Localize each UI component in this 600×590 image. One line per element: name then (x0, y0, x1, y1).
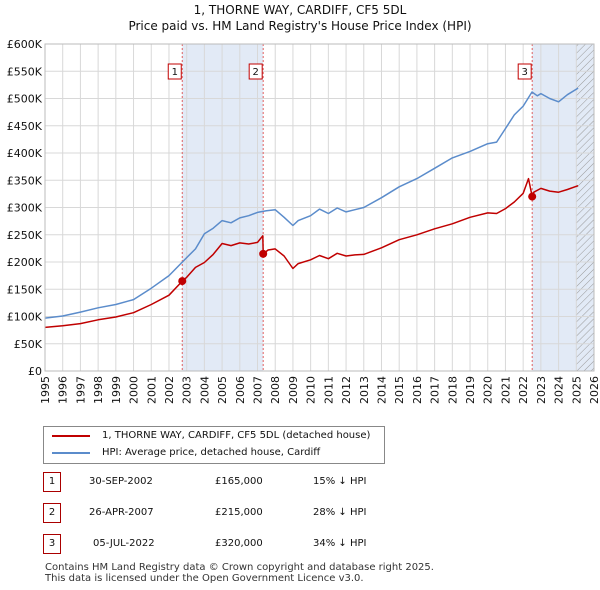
sale-date: 26-APR-2007 (89, 507, 154, 518)
x-tick-label: 2014 (375, 376, 388, 404)
sale-point-2 (259, 249, 268, 258)
y-tick-label: £0 (28, 365, 42, 378)
y-tick-label: £400K (7, 147, 43, 160)
x-tick-label: 2023 (535, 376, 548, 404)
sale-point-1 (178, 277, 187, 286)
x-tick-label: 2018 (446, 376, 459, 404)
price-chart: 1 2 3 £0 £50K £100K £150K £200K £250K £300K £350K £… (7, 38, 600, 404)
hpi-series-line (44, 87, 579, 319)
x-tick-label: 2024 (553, 376, 566, 404)
sale-hpi-diff: 28% ↓ HPI (313, 507, 367, 518)
x-tick-label: 2011 (322, 376, 335, 404)
x-tick-label: 2002 (163, 376, 176, 404)
sale-hpi-diff: 15% ↓ HPI (313, 476, 367, 487)
plot-frame (44, 43, 595, 372)
sale-price: £165,000 (215, 476, 263, 487)
x-tick-label: 2012 (340, 376, 353, 404)
y-tick-label: £600K (7, 38, 43, 51)
footer-licence: This data is licensed under the Open Gov… (45, 573, 364, 584)
x-tick-label: 2016 (411, 376, 424, 404)
sale-price: £320,000 (215, 538, 263, 549)
sale-label-1: 1 (172, 67, 178, 78)
sale-number-badge: 3 (43, 534, 61, 554)
chart-subtitle: Price paid vs. HM Land Registry's House … (128, 19, 472, 33)
x-tick-label: 1997 (74, 376, 87, 404)
x-tick-label: 2013 (358, 376, 371, 404)
y-tick-label: £150K (7, 283, 43, 296)
legend-swatch-property (52, 435, 90, 437)
x-tick-label: 2017 (429, 376, 442, 404)
sale-date: 30-SEP-2002 (89, 476, 153, 487)
chart-title: 1, THORNE WAY, CARDIFF, CF5 5DL (193, 3, 407, 17)
sale-hpi-diff: 34% ↓ HPI (313, 538, 367, 549)
sale-point-3 (528, 192, 537, 201)
x-tick-label: 2026 (588, 376, 600, 404)
sale-number-badge: 1 (43, 472, 61, 492)
y-tick-label: £250K (7, 229, 43, 242)
sale-label-box-3 (517, 63, 532, 80)
sale-label-3: 3 (522, 67, 528, 78)
footer: Contains HM Land Registry data © Crown c… (45, 562, 434, 584)
x-tick-label: 2000 (128, 376, 141, 404)
sale-label-2: 2 (252, 67, 258, 78)
y-tick-label: £50K (14, 338, 43, 351)
x-tick-label: 2025 (570, 376, 583, 404)
chart-legend: 1, THORNE WAY, CARDIFF, CF5 5DL (detache… (43, 426, 385, 464)
x-tick-label: 1996 (57, 376, 70, 404)
x-tick-label: 2007 (252, 376, 265, 404)
sale-date: 05-JUL-2022 (93, 538, 155, 549)
x-tick-label: 1995 (39, 376, 52, 404)
x-tick-label: 2006 (234, 376, 247, 404)
x-tick-label: 2021 (499, 376, 512, 404)
x-tick-label: 2009 (287, 376, 300, 404)
x-tick-label: 2003 (181, 376, 194, 404)
y-tick-label: £200K (7, 256, 43, 269)
y-tick-label: £350K (7, 174, 43, 187)
x-tick-label: 2022 (517, 376, 530, 404)
legend-label-property: 1, THORNE WAY, CARDIFF, CF5 5DL (detache… (102, 430, 371, 441)
x-tick-label: 2019 (464, 376, 477, 404)
x-tick-label: 1999 (110, 376, 123, 404)
x-tick-label: 2010 (305, 376, 318, 404)
x-tick-label: 2020 (482, 376, 495, 404)
y-tick-label: £550K (7, 65, 43, 78)
sale-price: £215,000 (215, 507, 263, 518)
footer-copyright: Contains HM Land Registry data © Crown c… (45, 562, 434, 573)
x-tick-label: 2015 (393, 376, 406, 404)
y-tick-label: £300K (7, 202, 43, 215)
x-tick-label: 1998 (92, 376, 105, 404)
sale-label-box-2 (248, 63, 263, 80)
y-tick-label: £450K (7, 120, 43, 133)
x-tick-label: 2001 (145, 376, 158, 404)
sale-number-badge: 2 (43, 503, 61, 523)
y-tick-label: £500K (7, 93, 43, 106)
x-tick-label: 2005 (216, 376, 229, 404)
legend-swatch-hpi (52, 452, 90, 454)
x-tick-label: 2004 (198, 376, 211, 404)
legend-label-hpi: HPI: Average price, detached house, Card… (102, 447, 321, 458)
x-tick-label: 2008 (269, 376, 282, 404)
sale-label-box-1 (167, 63, 182, 80)
y-tick-label: £100K (7, 311, 43, 324)
